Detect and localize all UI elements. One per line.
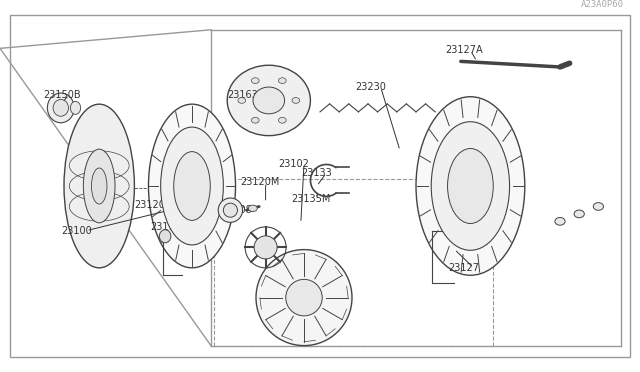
Ellipse shape bbox=[253, 87, 285, 114]
Ellipse shape bbox=[173, 152, 211, 220]
Ellipse shape bbox=[70, 101, 81, 114]
Ellipse shape bbox=[64, 104, 134, 268]
Ellipse shape bbox=[47, 93, 74, 123]
Ellipse shape bbox=[254, 236, 277, 259]
Text: 23120M: 23120M bbox=[240, 177, 280, 187]
Text: 23100: 23100 bbox=[61, 226, 92, 235]
Text: 23200: 23200 bbox=[189, 187, 220, 196]
Ellipse shape bbox=[593, 203, 604, 210]
Text: 23230: 23230 bbox=[355, 83, 386, 92]
Text: 23133: 23133 bbox=[301, 168, 332, 178]
Text: 23108: 23108 bbox=[221, 205, 252, 215]
Ellipse shape bbox=[218, 198, 243, 222]
Text: 23163: 23163 bbox=[227, 90, 258, 100]
Ellipse shape bbox=[278, 78, 286, 83]
Ellipse shape bbox=[161, 127, 223, 245]
Ellipse shape bbox=[53, 99, 68, 116]
Text: A23A0P60: A23A0P60 bbox=[581, 0, 624, 9]
Ellipse shape bbox=[148, 104, 236, 268]
Ellipse shape bbox=[256, 250, 352, 346]
Ellipse shape bbox=[252, 78, 259, 83]
Text: 23118: 23118 bbox=[150, 222, 181, 232]
Ellipse shape bbox=[416, 97, 525, 275]
Ellipse shape bbox=[159, 230, 171, 243]
Ellipse shape bbox=[431, 122, 509, 250]
Ellipse shape bbox=[285, 279, 323, 316]
Ellipse shape bbox=[238, 97, 246, 103]
Text: 23135M: 23135M bbox=[291, 194, 331, 204]
Ellipse shape bbox=[248, 205, 257, 212]
Ellipse shape bbox=[292, 97, 300, 103]
Ellipse shape bbox=[223, 203, 237, 217]
Ellipse shape bbox=[83, 149, 115, 223]
Ellipse shape bbox=[92, 168, 107, 204]
Text: 23150: 23150 bbox=[83, 168, 114, 178]
Text: 23127: 23127 bbox=[448, 263, 479, 273]
Text: 23102: 23102 bbox=[278, 159, 309, 169]
Ellipse shape bbox=[227, 65, 310, 136]
Ellipse shape bbox=[252, 118, 259, 123]
Ellipse shape bbox=[574, 210, 584, 218]
Text: 23150B: 23150B bbox=[44, 90, 81, 100]
Text: 23120MA: 23120MA bbox=[134, 200, 180, 209]
Text: 23127A: 23127A bbox=[445, 45, 483, 55]
Ellipse shape bbox=[278, 118, 286, 123]
Ellipse shape bbox=[447, 148, 493, 224]
Ellipse shape bbox=[555, 218, 565, 225]
